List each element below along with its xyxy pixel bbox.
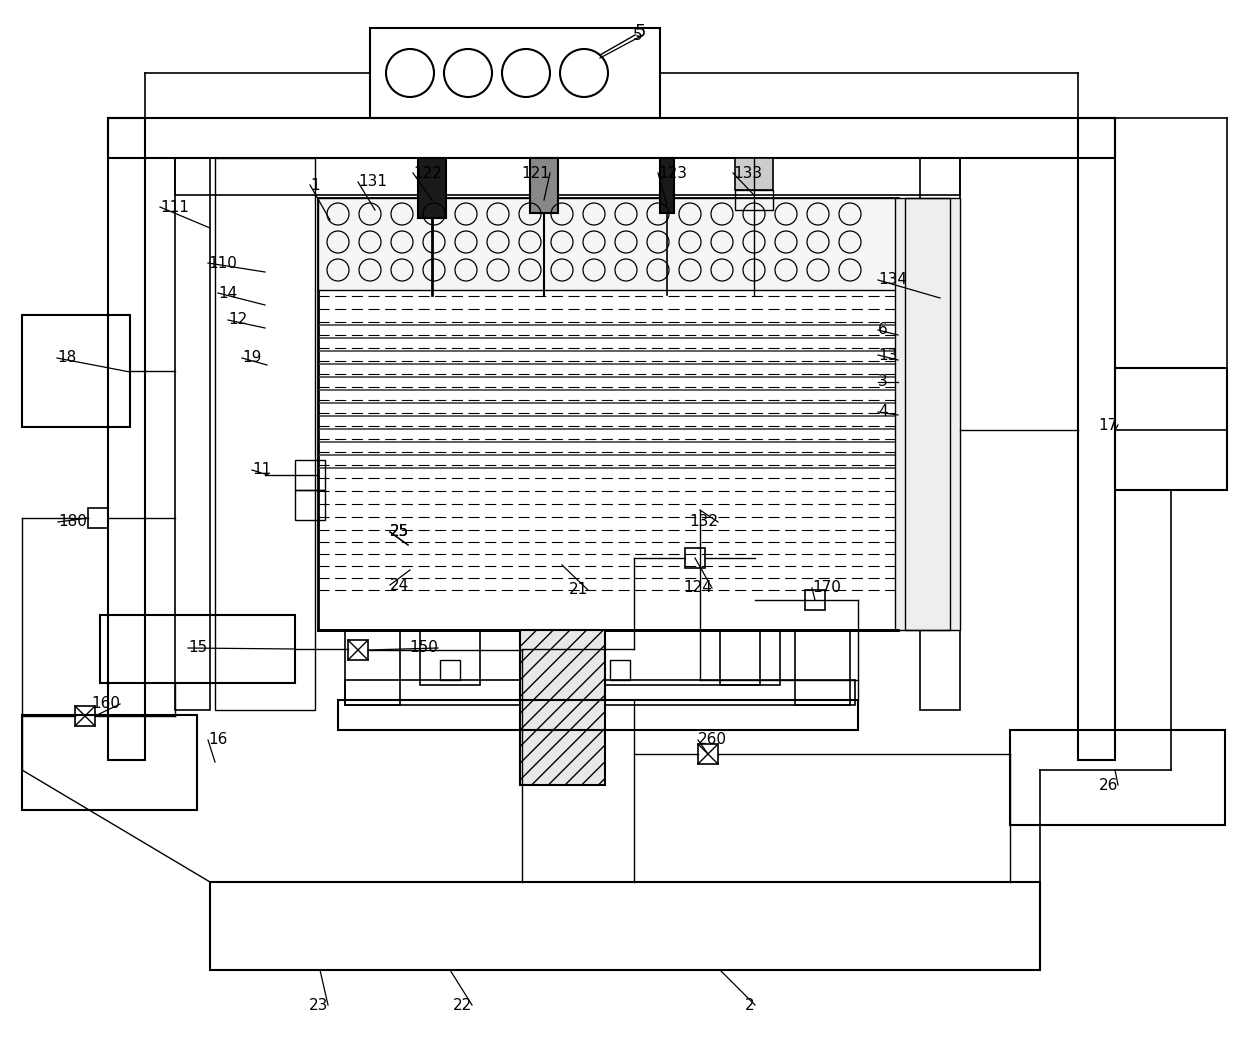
Bar <box>295 490 325 520</box>
Text: 13: 13 <box>878 347 898 362</box>
Text: 5: 5 <box>634 28 644 42</box>
Bar <box>74 706 95 726</box>
Bar <box>22 715 197 810</box>
Bar <box>610 660 630 680</box>
Bar <box>210 883 1040 970</box>
Bar <box>22 315 130 427</box>
Bar <box>660 158 675 213</box>
Text: 131: 131 <box>358 174 387 189</box>
Text: 110: 110 <box>208 256 237 271</box>
Text: 25: 25 <box>391 525 409 539</box>
Text: 132: 132 <box>689 514 718 530</box>
Text: 133: 133 <box>733 166 763 181</box>
Bar <box>339 700 858 730</box>
Bar <box>720 630 780 685</box>
Text: 111: 111 <box>160 200 188 215</box>
Text: 260: 260 <box>698 733 727 748</box>
Text: 160: 160 <box>91 697 120 712</box>
Bar <box>1115 369 1228 490</box>
Bar <box>440 660 460 680</box>
Bar <box>345 630 401 705</box>
Text: 1: 1 <box>310 177 320 192</box>
Bar <box>735 158 773 190</box>
Bar <box>795 630 849 705</box>
Bar <box>520 630 605 785</box>
Text: 124: 124 <box>683 581 712 596</box>
Text: 23: 23 <box>309 997 329 1012</box>
Bar <box>317 198 898 630</box>
Bar <box>920 158 960 710</box>
Text: 134: 134 <box>878 273 906 288</box>
Bar <box>529 158 558 213</box>
Text: 16: 16 <box>208 733 227 748</box>
Bar <box>295 460 325 490</box>
Text: 25: 25 <box>391 525 409 539</box>
Text: 122: 122 <box>413 166 441 181</box>
Text: 17: 17 <box>1099 417 1118 432</box>
Text: 11: 11 <box>252 462 272 478</box>
Text: 6: 6 <box>878 323 888 338</box>
Text: 180: 180 <box>58 514 87 530</box>
Text: 24: 24 <box>391 578 409 593</box>
Bar <box>175 158 960 195</box>
Text: 5: 5 <box>635 23 646 41</box>
Text: 21: 21 <box>569 582 588 598</box>
Bar <box>317 198 898 290</box>
Bar <box>108 118 145 760</box>
Text: 170: 170 <box>812 581 841 596</box>
Bar <box>1078 118 1115 760</box>
Bar <box>895 198 960 630</box>
Bar <box>215 158 315 710</box>
Text: 4: 4 <box>878 405 888 419</box>
Bar <box>108 118 1115 158</box>
Text: 12: 12 <box>228 312 247 327</box>
Text: 19: 19 <box>242 350 262 365</box>
Bar <box>418 158 446 218</box>
Bar <box>345 680 856 705</box>
Bar <box>735 190 773 210</box>
Text: 18: 18 <box>57 350 76 365</box>
Bar <box>175 158 210 710</box>
Text: 3: 3 <box>878 375 888 390</box>
Text: 150: 150 <box>409 640 438 655</box>
Bar <box>88 508 108 528</box>
Bar <box>370 28 660 118</box>
Text: 123: 123 <box>658 166 687 181</box>
Text: 22: 22 <box>453 997 472 1012</box>
Text: 14: 14 <box>218 286 237 301</box>
Text: 121: 121 <box>521 166 551 181</box>
Bar <box>100 615 295 683</box>
Bar <box>529 630 760 685</box>
Bar <box>905 198 950 630</box>
Bar <box>1011 730 1225 825</box>
Bar <box>420 630 480 685</box>
Bar <box>698 744 718 764</box>
Bar <box>348 640 368 660</box>
Bar <box>684 548 706 568</box>
Bar <box>805 590 825 610</box>
Text: 15: 15 <box>188 640 207 655</box>
Text: 26: 26 <box>1099 777 1118 792</box>
Text: 2: 2 <box>745 997 755 1012</box>
